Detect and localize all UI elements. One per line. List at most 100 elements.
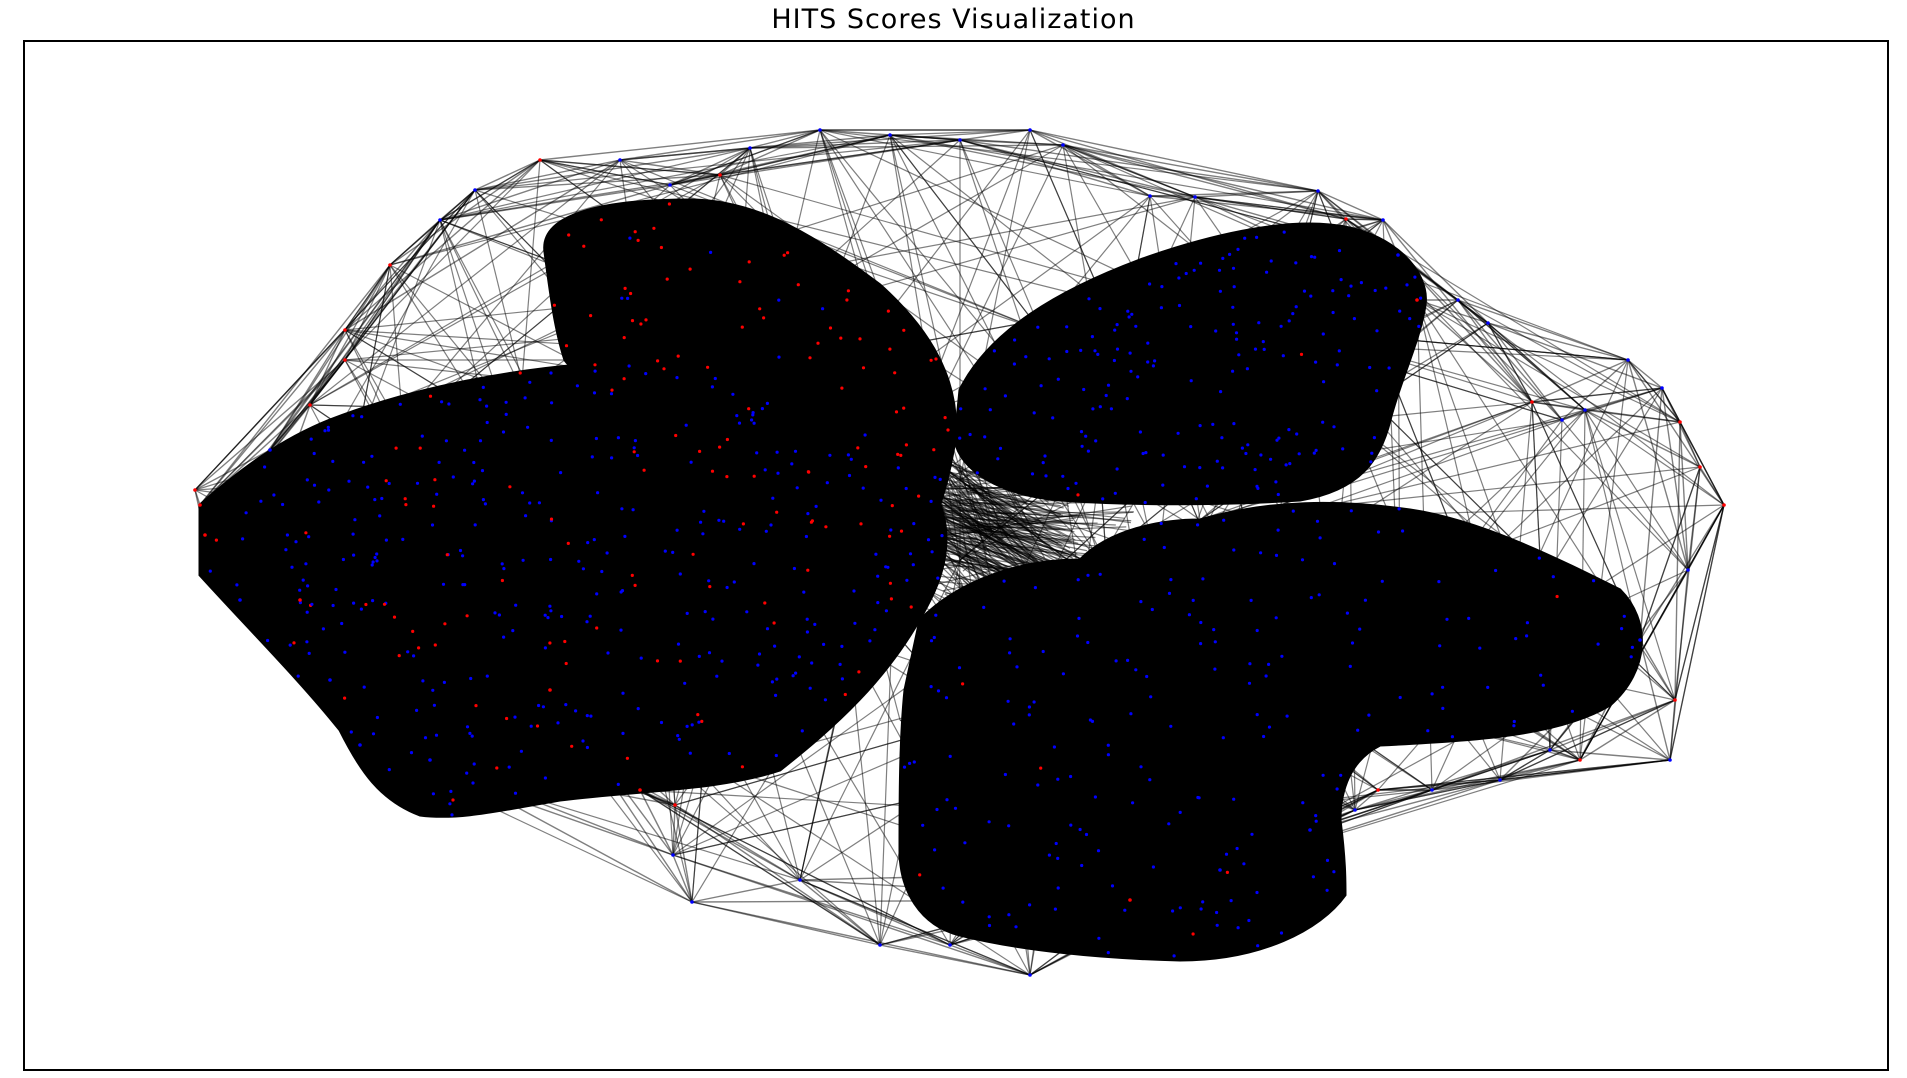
graph-node — [1539, 673, 1543, 677]
network-edge — [1431, 749, 1551, 791]
graph-node — [310, 602, 314, 606]
graph-node — [1638, 638, 1642, 642]
graph-node — [1160, 285, 1164, 289]
graph-node — [537, 703, 541, 708]
graph-node — [792, 566, 797, 571]
graph-node — [1555, 594, 1559, 599]
graph-node — [795, 486, 799, 490]
graph-node — [474, 704, 478, 708]
graph-node — [752, 421, 756, 425]
graph-node — [1075, 634, 1080, 638]
graph-node — [1076, 493, 1080, 497]
graph-node — [676, 354, 680, 358]
graph-node — [936, 576, 940, 580]
graph-node — [321, 627, 325, 631]
graph-node — [347, 479, 351, 483]
graph-node — [747, 407, 751, 411]
graph-node — [715, 674, 719, 678]
graph-node — [378, 514, 382, 518]
graph-node — [543, 646, 548, 650]
graph-node — [968, 432, 972, 437]
graph-node — [902, 328, 906, 332]
graph-node — [1078, 827, 1082, 832]
graph-node — [932, 635, 936, 640]
graph-node — [504, 400, 508, 404]
network-edge — [1499, 749, 1551, 781]
graph-node — [1478, 646, 1482, 650]
network-edge — [194, 449, 271, 491]
graph-node — [610, 388, 614, 392]
network-edge — [539, 159, 721, 176]
graph-node — [501, 430, 506, 434]
graph-node — [387, 481, 391, 486]
graph-node — [911, 563, 915, 567]
graph-node — [1148, 194, 1152, 198]
graph-node — [538, 158, 542, 162]
graph-node — [786, 251, 790, 255]
graph-node — [992, 349, 997, 353]
graph-node — [513, 791, 518, 795]
graph-node — [1128, 898, 1132, 902]
graph-node — [1262, 347, 1266, 351]
graph-node — [1199, 620, 1203, 625]
graph-node — [896, 452, 900, 456]
network-edge — [889, 134, 1101, 301]
graph-node — [441, 582, 446, 586]
cluster-left-large — [198, 362, 948, 818]
graph-node — [636, 238, 640, 242]
graph-node — [1345, 611, 1349, 615]
graph-node — [382, 602, 387, 606]
network-edge — [973, 490, 1135, 548]
graph-node — [1033, 586, 1037, 590]
graph-node — [894, 410, 899, 414]
graph-node — [1106, 753, 1110, 757]
network-edge — [1561, 359, 1629, 421]
graph-node — [1317, 593, 1321, 597]
graph-node — [662, 367, 666, 371]
graph-node — [290, 565, 294, 569]
graph-node — [1151, 364, 1155, 368]
graph-node — [1321, 773, 1325, 777]
graph-node — [298, 588, 302, 592]
network-edge — [1194, 196, 1384, 221]
graph-node — [305, 478, 309, 482]
graph-node — [1113, 328, 1117, 332]
graph-node — [481, 498, 485, 502]
graph-node — [1441, 706, 1445, 711]
graph-node — [710, 385, 715, 389]
graph-node — [864, 465, 868, 469]
graph-node — [448, 802, 452, 806]
graph-node — [1281, 354, 1285, 358]
graph-node — [308, 403, 312, 407]
graph-node — [625, 756, 630, 760]
graph-node — [1369, 460, 1373, 464]
network-edge — [1062, 144, 1151, 197]
graph-node — [1196, 523, 1200, 527]
graph-node — [1430, 788, 1434, 792]
network-edge — [1661, 387, 1689, 571]
graph-node — [1419, 296, 1423, 300]
graph-node — [861, 486, 865, 490]
graph-node — [616, 436, 621, 440]
network-edge — [953, 501, 1073, 532]
graph-node — [868, 639, 872, 643]
graph-node — [1225, 870, 1229, 875]
graph-node — [1249, 598, 1253, 603]
graph-node — [1003, 394, 1008, 398]
network-edge — [691, 879, 801, 903]
graph-node — [737, 421, 742, 425]
graph-node — [1356, 728, 1360, 732]
network-edge — [691, 901, 881, 946]
graph-node — [526, 425, 530, 429]
graph-node — [520, 491, 525, 495]
graph-node — [1314, 814, 1318, 818]
graph-node — [1091, 407, 1095, 411]
graph-node — [1370, 451, 1374, 455]
graph-node — [440, 400, 444, 404]
graph-node — [1231, 305, 1235, 309]
network-edge — [389, 159, 541, 266]
graph-node — [710, 469, 715, 473]
graph-node — [443, 622, 447, 626]
graph-node — [434, 733, 439, 737]
graph-node — [846, 453, 851, 457]
